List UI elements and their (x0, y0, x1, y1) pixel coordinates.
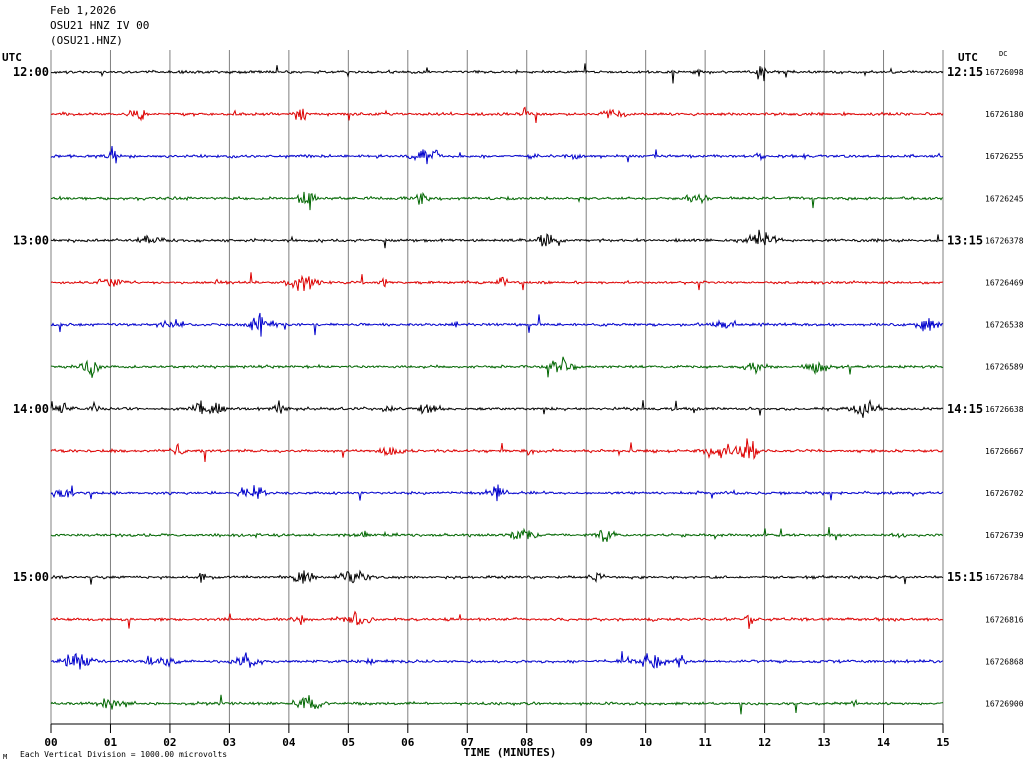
row-dc-offset: 16726868 (985, 657, 1024, 666)
x-tick-label-07: 07 (461, 736, 474, 749)
row-end-time: 13:15 (947, 233, 983, 247)
row-dc-offset: 16726245 (985, 194, 1024, 203)
right-utc-label: UTC (958, 51, 978, 64)
x-tick-label-14: 14 (877, 736, 891, 749)
row-dc-offset: 16726816 (985, 615, 1024, 624)
x-tick-label-10: 10 (639, 736, 652, 749)
minute-gridlines (50, 50, 944, 724)
x-tick-label-08: 08 (520, 736, 533, 749)
row-start-time: 12:00 (13, 65, 49, 79)
trace-row-4 (50, 229, 944, 249)
x-tick-label-13: 13 (817, 736, 830, 749)
row-dc-offset: 16726667 (985, 447, 1024, 456)
row-dc-offset: 16726180 (985, 110, 1024, 119)
row-dc-offset: 16726784 (985, 573, 1024, 582)
plot-date: Feb 1,2026 (50, 4, 117, 17)
scale-note: Each Vertical Division = 1000.00 microvo… (20, 750, 227, 759)
row-start-time: 13:00 (13, 233, 49, 247)
row-dc-offset: 16726739 (985, 531, 1024, 540)
row-end-time: 14:15 (947, 402, 983, 416)
trace-row-3 (50, 191, 944, 211)
row-dc-offset: 16726469 (985, 279, 1024, 288)
trace-row-7 (50, 356, 944, 378)
x-tick-label-06: 06 (401, 736, 415, 749)
trace-row-13 (50, 610, 944, 629)
x-tick-label-04: 04 (282, 736, 296, 749)
scale-mark: M (3, 753, 7, 761)
x-tick-label-05: 05 (342, 736, 355, 749)
row-dc-offset: 16726378 (985, 236, 1024, 245)
seismic-traces (50, 63, 944, 715)
trace-row-2 (50, 146, 944, 165)
left-utc-label: UTC (2, 51, 22, 64)
x-tick-label-01: 01 (104, 736, 118, 749)
trace-row-0 (50, 63, 944, 84)
station-code: (OSU21.HNZ) (50, 34, 123, 47)
trace-row-5 (50, 272, 944, 291)
trace-row-15 (50, 694, 944, 715)
row-dc-offset: 16726638 (985, 405, 1024, 414)
row-end-time: 15:15 (947, 570, 983, 584)
x-tick-label-02: 02 (163, 736, 176, 749)
dc-label: DC (999, 50, 1007, 58)
row-dc-offset: 16726900 (985, 700, 1024, 709)
x-tick-label-03: 03 (223, 736, 236, 749)
row-dc-offset: 16726255 (985, 152, 1024, 161)
x-axis-title: TIME (MINUTES) (464, 746, 557, 759)
trace-row-12 (50, 569, 944, 585)
x-tick-label-11: 11 (699, 736, 713, 749)
trace-row-10 (50, 484, 944, 502)
x-tick-label-12: 12 (758, 736, 771, 749)
trace-row-11 (50, 526, 944, 542)
x-tick-label-09: 09 (580, 736, 593, 749)
x-tick-label-15: 15 (936, 736, 949, 749)
row-dc-offset: 16726538 (985, 321, 1024, 330)
row-start-time: 14:00 (13, 402, 49, 416)
trace-row-14 (50, 651, 944, 670)
trace-row-6 (50, 312, 944, 337)
row-dc-offset: 16726098 (985, 68, 1024, 77)
row-labels: 12:00 12:15 16726098 16726180 16726255 167262… (13, 65, 1024, 709)
trace-row-9 (50, 438, 944, 462)
row-dc-offset: 16726702 (985, 489, 1024, 498)
trace-row-8 (50, 399, 944, 418)
row-start-time: 15:00 (13, 570, 49, 584)
x-tick-label-00: 00 (44, 736, 57, 749)
row-end-time: 12:15 (947, 65, 983, 79)
station-line: OSU21 HNZ IV 00 (50, 19, 150, 32)
trace-row-1 (50, 106, 944, 123)
row-dc-offset: 16726589 (985, 363, 1024, 372)
x-axis: 00 01 02 03 04 05 06 07 08 09 10 11 12 13 14 15 (44, 723, 950, 749)
